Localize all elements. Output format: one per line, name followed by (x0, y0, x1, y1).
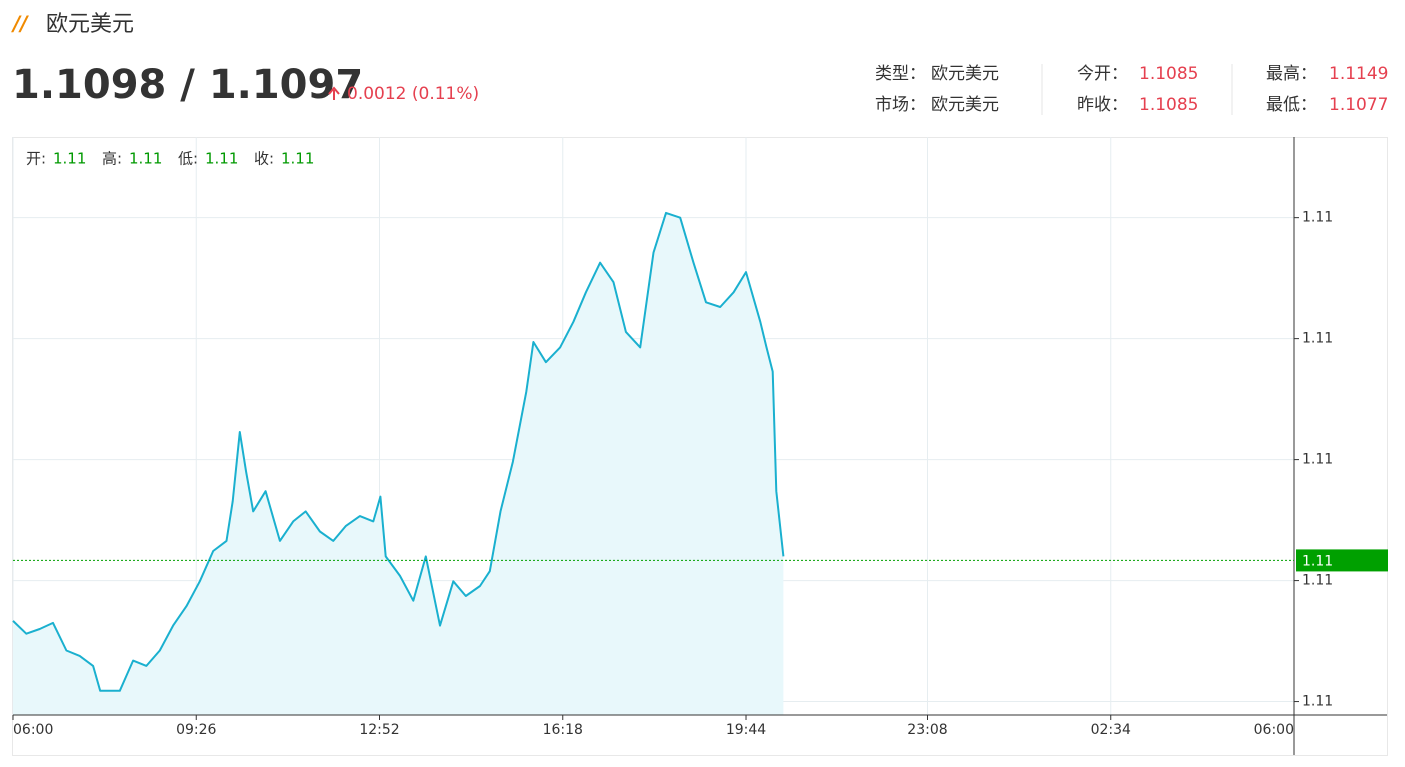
ohlc-label: 开: (26, 150, 46, 168)
info-value: 1.1085 (1139, 95, 1198, 115)
info-label: 市场： (875, 95, 926, 115)
x-tick-label: 19:44 (726, 722, 766, 738)
price: 1.1098 / 1.1097 (12, 62, 363, 108)
info-value: 1.1149 (1329, 64, 1388, 84)
logo-icon: // (11, 12, 29, 36)
y-tick-label: 1.11 (1302, 210, 1333, 226)
ohlc-label: 低: (178, 150, 198, 168)
info-label: 类型： (875, 64, 926, 84)
ohlc-label: 高: (102, 150, 122, 168)
info-value: 欧元美元 (931, 95, 999, 115)
info-label: 最高： (1266, 64, 1317, 84)
price-change: 0.0012 (0.11%) (347, 84, 479, 104)
y-tick-label: 1.11 (1302, 452, 1333, 468)
x-tick-label: 09:26 (176, 722, 216, 738)
info-label: 昨收： (1077, 95, 1128, 115)
x-tick-label: 12:52 (359, 722, 399, 738)
x-tick-label: 06:00 (1254, 722, 1294, 738)
y-tick-label: 1.11 (1302, 694, 1333, 710)
x-tick-label: 06:00 (13, 722, 53, 738)
info-label: 今开： (1077, 64, 1128, 84)
info-value: 欧元美元 (931, 64, 999, 84)
ohlc-label: 收: (254, 150, 274, 168)
current-price-label: 1.11 (1302, 553, 1333, 569)
up-arrow (328, 86, 340, 100)
price-line (12, 211, 785, 692)
info-label: 最低： (1266, 95, 1317, 115)
ohlc-value: 1.11 (281, 150, 314, 168)
page-title: 欧元美元 (46, 12, 134, 37)
ohlc-value: 1.11 (205, 150, 238, 168)
current-price-box (1296, 549, 1388, 572)
ohlc-value: 1.11 (53, 150, 86, 168)
y-tick-label: 1.11 (1302, 573, 1333, 589)
ohlc-value: 1.11 (129, 150, 162, 168)
x-tick-label: 16:18 (543, 722, 583, 738)
y-tick-label: 1.11 (1302, 331, 1333, 347)
info-value: 1.1085 (1139, 64, 1198, 84)
info-value: 1.1077 (1329, 95, 1388, 115)
x-tick-label: 02:34 (1091, 722, 1131, 738)
x-tick-label: 23:08 (907, 722, 947, 738)
area (13, 212, 784, 715)
